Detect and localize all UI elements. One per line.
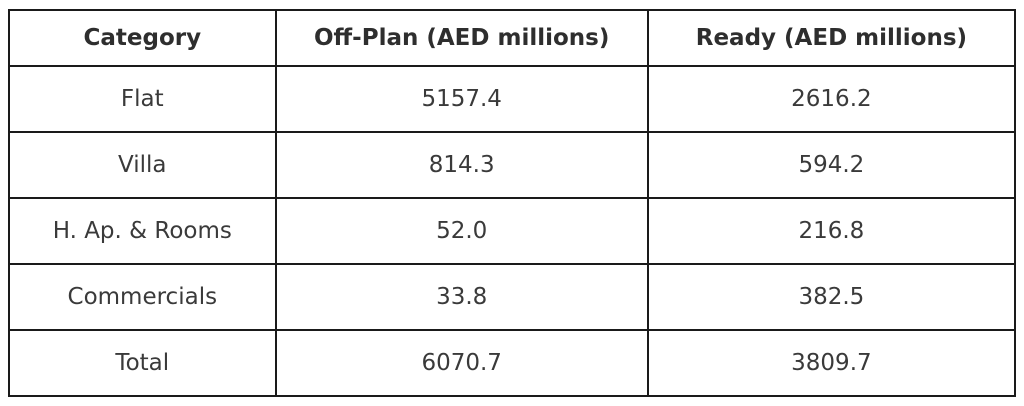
cell-category: H. Ap. & Rooms xyxy=(8,197,277,265)
cell-category: Total xyxy=(8,329,277,397)
cell-ready: 594.2 xyxy=(646,131,1017,199)
header-cell-ready: Ready (AED millions) xyxy=(646,9,1017,67)
table-row: Commercials 33.8 382.5 xyxy=(8,263,1017,331)
table-row: Flat 5157.4 2616.2 xyxy=(8,65,1017,133)
table-row-total: Total 6070.7 3809.7 xyxy=(8,329,1017,397)
cell-category: Commercials xyxy=(8,263,277,331)
cell-ready: 216.8 xyxy=(646,197,1017,265)
cell-category: Villa xyxy=(8,131,277,199)
table-row: H. Ap. & Rooms 52.0 216.8 xyxy=(8,197,1017,265)
cell-ready: 2616.2 xyxy=(646,65,1017,133)
cell-ready: 3809.7 xyxy=(646,329,1017,397)
cell-category: Flat xyxy=(8,65,277,133)
cell-ready: 382.5 xyxy=(646,263,1017,331)
cell-off-plan: 5157.4 xyxy=(274,65,649,133)
cell-off-plan: 33.8 xyxy=(274,263,649,331)
cell-off-plan: 814.3 xyxy=(274,131,649,199)
cell-off-plan: 6070.7 xyxy=(274,329,649,397)
sales-table: Category Off-Plan (AED millions) Ready (… xyxy=(8,9,1017,397)
table-header-row: Category Off-Plan (AED millions) Ready (… xyxy=(8,9,1017,67)
header-cell-off-plan: Off-Plan (AED millions) xyxy=(274,9,649,67)
cell-off-plan: 52.0 xyxy=(274,197,649,265)
table-row: Villa 814.3 594.2 xyxy=(8,131,1017,199)
header-cell-category: Category xyxy=(8,9,277,67)
